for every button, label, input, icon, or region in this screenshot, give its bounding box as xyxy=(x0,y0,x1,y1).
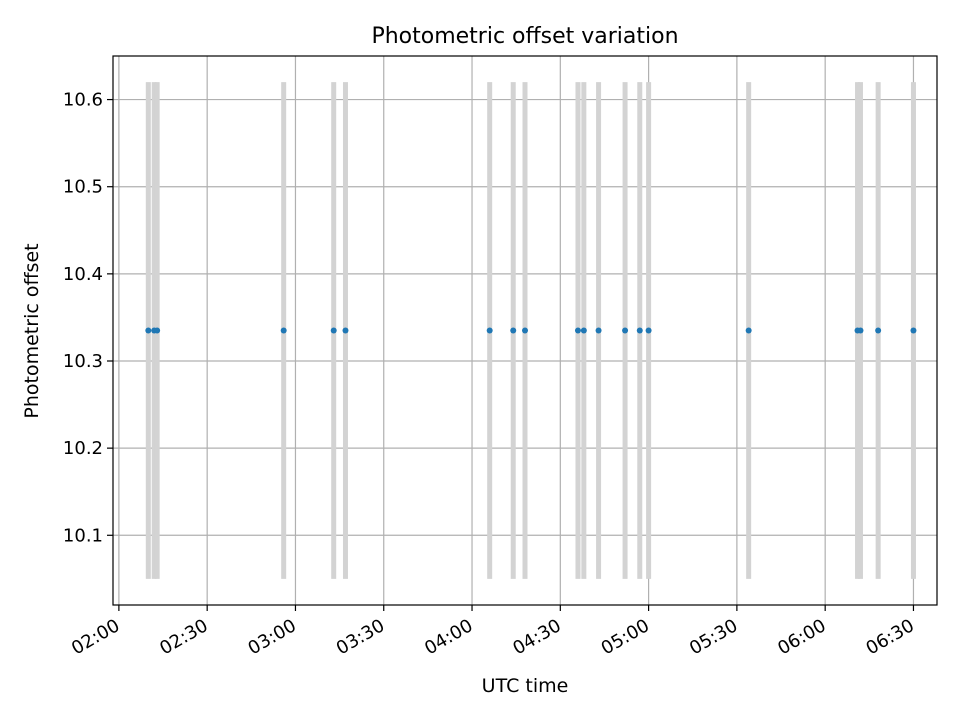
chart-title: Photometric offset variation xyxy=(371,24,678,49)
data-point xyxy=(522,327,528,334)
data-point xyxy=(342,327,349,334)
y-axis-label: Photometric offset xyxy=(21,243,43,418)
y-tick-label: 10.1 xyxy=(63,525,103,546)
data-point xyxy=(154,327,161,334)
y-tick-label: 10.6 xyxy=(63,90,103,111)
data-point xyxy=(622,327,629,334)
x-tick-label: 02:30 xyxy=(156,615,211,659)
data-point xyxy=(574,327,581,334)
x-tick-label: 05:30 xyxy=(686,615,741,659)
x-tick-label: 03:00 xyxy=(245,615,300,659)
data-point xyxy=(510,327,517,334)
data-point xyxy=(645,327,652,334)
plot-frame xyxy=(112,55,938,606)
y-tick-label: 10.5 xyxy=(63,177,103,198)
x-tick-label: 06:00 xyxy=(774,615,829,659)
y-tick-label: 10.4 xyxy=(63,264,103,285)
data-point xyxy=(580,327,587,334)
x-tick-label: 02:00 xyxy=(68,615,123,659)
x-axis-label: UTC time xyxy=(482,675,569,697)
data-point xyxy=(330,327,337,334)
y-axis: 10.1 10.2 10.3 10.4 10.5 10.6 xyxy=(63,90,113,546)
data-point xyxy=(857,327,864,334)
data-point xyxy=(280,327,287,334)
x-tick-label: 04:00 xyxy=(421,615,476,659)
x-tick-label: 06:30 xyxy=(863,615,918,659)
data-point xyxy=(595,327,602,334)
data-point xyxy=(486,327,493,334)
data-point xyxy=(910,327,917,334)
data-points xyxy=(145,327,917,334)
y-tick-label: 10.3 xyxy=(63,351,103,372)
x-tick-label: 05:00 xyxy=(598,615,653,659)
x-tick-label: 04:30 xyxy=(509,615,564,659)
x-axis: 02:00 02:30 03:00 03:30 04:00 04:30 05:00 05:30… xyxy=(68,605,918,659)
data-point xyxy=(745,327,752,334)
x-tick-label: 03:30 xyxy=(333,615,388,659)
y-tick-label: 10.2 xyxy=(63,438,103,459)
data-point xyxy=(875,327,882,334)
data-point xyxy=(636,327,643,334)
data-point xyxy=(145,327,152,334)
error-bars xyxy=(145,82,916,579)
